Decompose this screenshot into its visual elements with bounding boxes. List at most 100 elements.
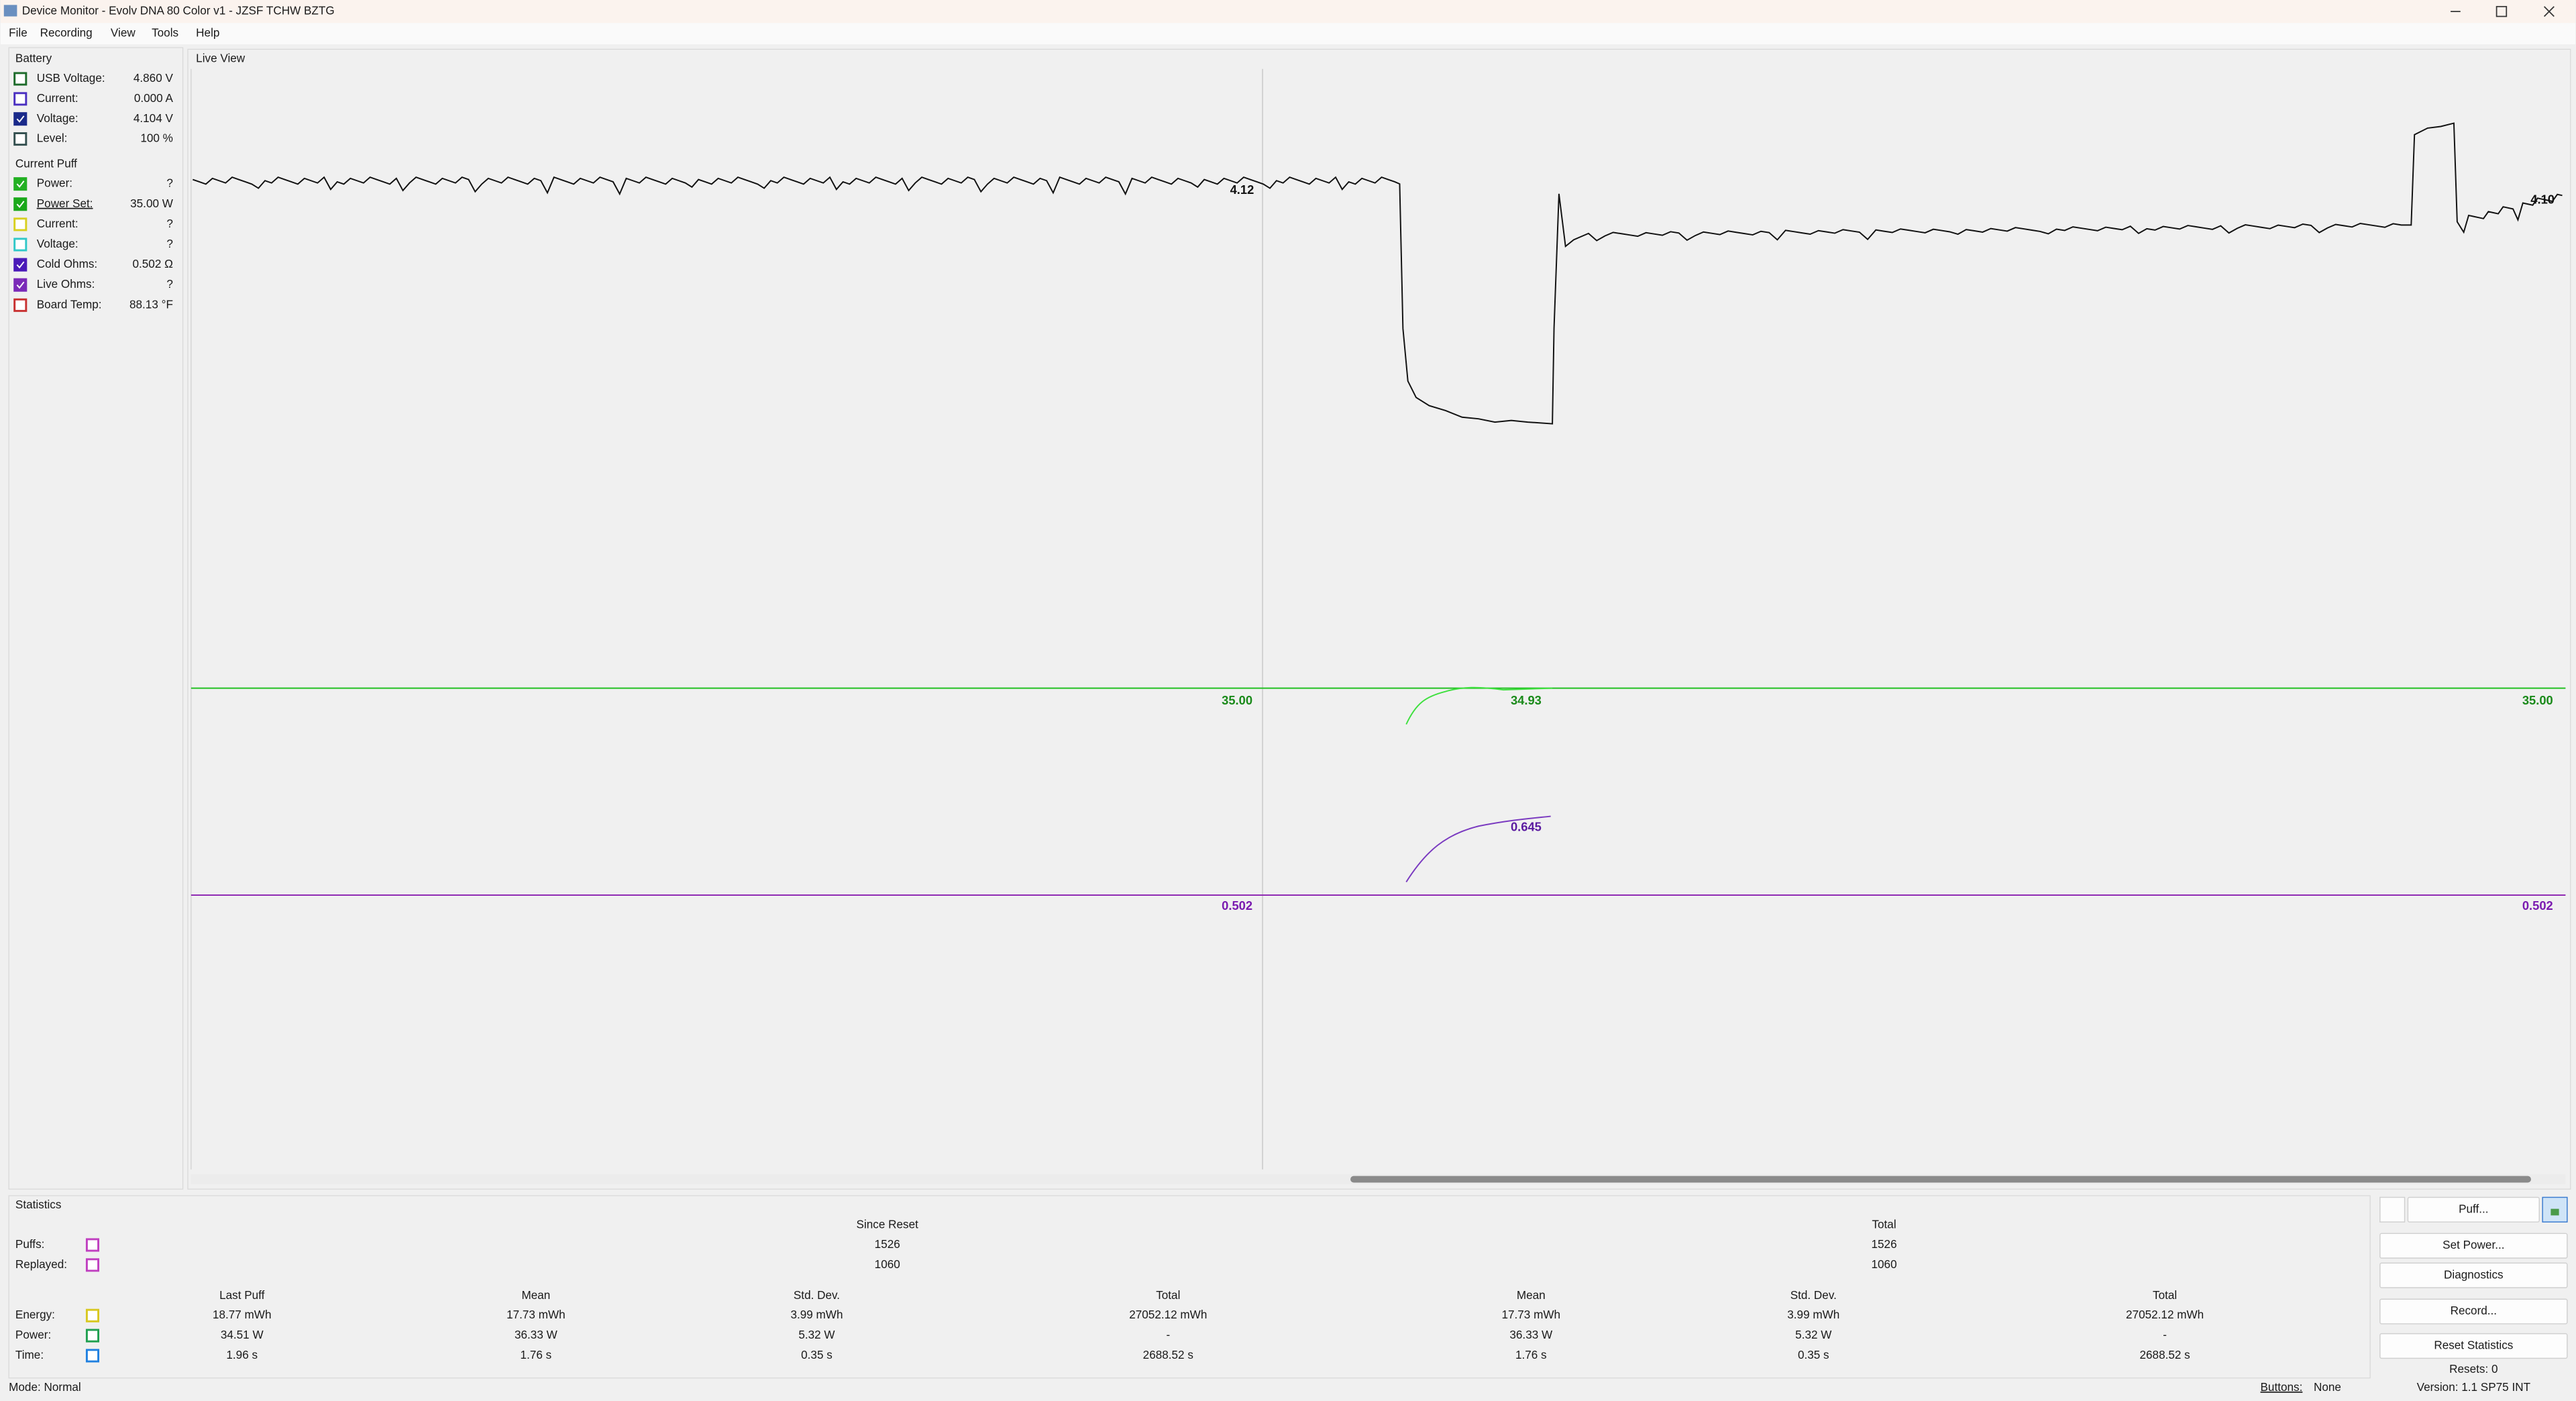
column-group: Since Reset xyxy=(857,1218,919,1231)
cell: 27052.12 mWh xyxy=(2126,1308,2204,1321)
panel-title: Statistics xyxy=(15,1198,62,1211)
checkbox[interactable] xyxy=(13,177,28,191)
column-header: Last Puff xyxy=(219,1288,265,1302)
button-label[interactable]: Reset Statistics xyxy=(2434,1339,2513,1352)
power-trace xyxy=(1405,686,1553,725)
checkbox[interactable] xyxy=(85,1329,100,1343)
check-mark[interactable] xyxy=(16,261,25,269)
button-label[interactable]: Diagnostics xyxy=(2444,1267,2504,1281)
button[interactable] xyxy=(2379,1298,2568,1325)
check-mark[interactable] xyxy=(16,201,25,208)
maximize[interactable] xyxy=(2496,5,2508,17)
item-value: 0.000 A xyxy=(134,91,174,105)
check-mark[interactable] xyxy=(16,115,25,123)
checkbox[interactable] xyxy=(13,258,28,272)
menu-item[interactable]: File xyxy=(9,26,28,40)
button[interactable] xyxy=(2407,1196,2540,1223)
lock-icon xyxy=(2551,1208,2559,1216)
item-label: Board Temp: xyxy=(37,297,102,311)
item-label: Live Ohms: xyxy=(37,277,95,291)
cell: 2688.52 s xyxy=(1143,1348,1193,1361)
item-label: Cold Ohms: xyxy=(37,257,97,270)
trace-label: 35.00 xyxy=(1222,693,1252,707)
scrollbar-thumb[interactable] xyxy=(1350,1176,2532,1183)
cell: - xyxy=(2163,1328,2167,1341)
panel-title: Live View xyxy=(196,52,246,65)
cell: 36.33 W xyxy=(515,1328,558,1341)
cell: 1.76 s xyxy=(1515,1348,1547,1361)
status-mode: Mode: Normal xyxy=(9,1380,81,1394)
live-ohms-trace xyxy=(1405,815,1551,883)
checkbox[interactable] xyxy=(13,298,28,312)
checkbox[interactable] xyxy=(85,1349,100,1363)
cell: 2688.52 s xyxy=(2140,1348,2190,1361)
row-label: Time: xyxy=(15,1348,44,1361)
column-group: Total xyxy=(1872,1218,1896,1231)
button[interactable] xyxy=(2379,1262,2568,1288)
resets: Resets: 0 xyxy=(2449,1362,2498,1376)
item-label: USB Voltage: xyxy=(37,71,105,85)
item-label[interactable]: Power Set: xyxy=(37,197,93,210)
item-value: ? xyxy=(166,217,173,230)
cell: 27052.12 mWh xyxy=(1129,1308,1207,1321)
cell: 3.99 mWh xyxy=(1787,1308,1839,1321)
trace-label: 0.645 xyxy=(1511,820,1542,834)
checkbox[interactable] xyxy=(13,217,28,231)
menu-item[interactable]: Recording xyxy=(40,26,93,40)
item-value: 0.502 Ω xyxy=(133,257,174,270)
item-value: ? xyxy=(166,277,173,291)
window-controls[interactable] xyxy=(2451,5,2555,17)
cell: 3.99 mWh xyxy=(790,1308,843,1321)
button-label[interactable]: Puff... xyxy=(2459,1202,2488,1215)
button-label[interactable]: Record... xyxy=(2451,1304,2497,1317)
menu-item[interactable]: View xyxy=(111,26,136,40)
left-panel xyxy=(8,47,184,1190)
row-label: Energy: xyxy=(15,1308,55,1321)
cell: 34.51 W xyxy=(221,1328,264,1341)
status-version: Version: 1.1 SP75 INT xyxy=(2417,1380,2531,1394)
menu-item[interactable]: Tools xyxy=(152,26,178,40)
icon-button[interactable] xyxy=(2379,1196,2406,1223)
trace-label: 0.502 xyxy=(1222,898,1252,913)
column-header: Std. Dev. xyxy=(794,1288,840,1302)
checkbox[interactable] xyxy=(13,278,28,292)
cell: 1.96 s xyxy=(226,1348,258,1361)
checkbox[interactable] xyxy=(85,1258,100,1272)
checkbox[interactable] xyxy=(13,197,28,211)
checkbox[interactable] xyxy=(13,238,28,252)
item-label: Current: xyxy=(37,91,78,105)
checkbox[interactable] xyxy=(13,112,28,126)
item-label: Power: xyxy=(37,176,72,190)
cell: 18.77 mWh xyxy=(213,1308,272,1321)
trace-label: 35.00 xyxy=(2522,693,2553,707)
texts: Device Monitor - Evolv DNA 80 Color v1 -… xyxy=(9,4,2568,1394)
cell: 5.32 W xyxy=(798,1328,835,1341)
section-title: Battery xyxy=(15,52,52,65)
column-header: Mean xyxy=(521,1288,550,1302)
checkbox[interactable] xyxy=(13,132,28,146)
check-mark[interactable] xyxy=(16,180,25,188)
cell: 5.32 W xyxy=(1795,1328,1832,1341)
row-label: Power: xyxy=(15,1328,51,1341)
trace-label: 4.10 xyxy=(2530,192,2555,206)
check-mark[interactable] xyxy=(16,281,25,289)
checkbox[interactable] xyxy=(85,1308,100,1322)
trace-label: 34.93 xyxy=(1511,693,1542,707)
checkbox[interactable] xyxy=(85,1238,100,1252)
column-header: Std. Dev. xyxy=(1790,1288,1837,1302)
item-value: ? xyxy=(166,237,173,250)
status-value: None xyxy=(2314,1380,2341,1394)
close[interactable] xyxy=(2543,6,2555,17)
menu-item[interactable]: Help xyxy=(196,26,219,40)
button[interactable] xyxy=(2379,1333,2568,1359)
cell: 1526 xyxy=(875,1237,900,1251)
status-link[interactable]: Buttons: xyxy=(2261,1380,2303,1394)
button-label[interactable]: Set Power... xyxy=(2443,1238,2504,1251)
column-header: Total xyxy=(2153,1288,2177,1302)
checkbox[interactable] xyxy=(13,72,28,86)
cell: 1526 xyxy=(1872,1237,1897,1251)
button[interactable] xyxy=(2379,1233,2568,1259)
checkbox[interactable] xyxy=(13,92,28,106)
